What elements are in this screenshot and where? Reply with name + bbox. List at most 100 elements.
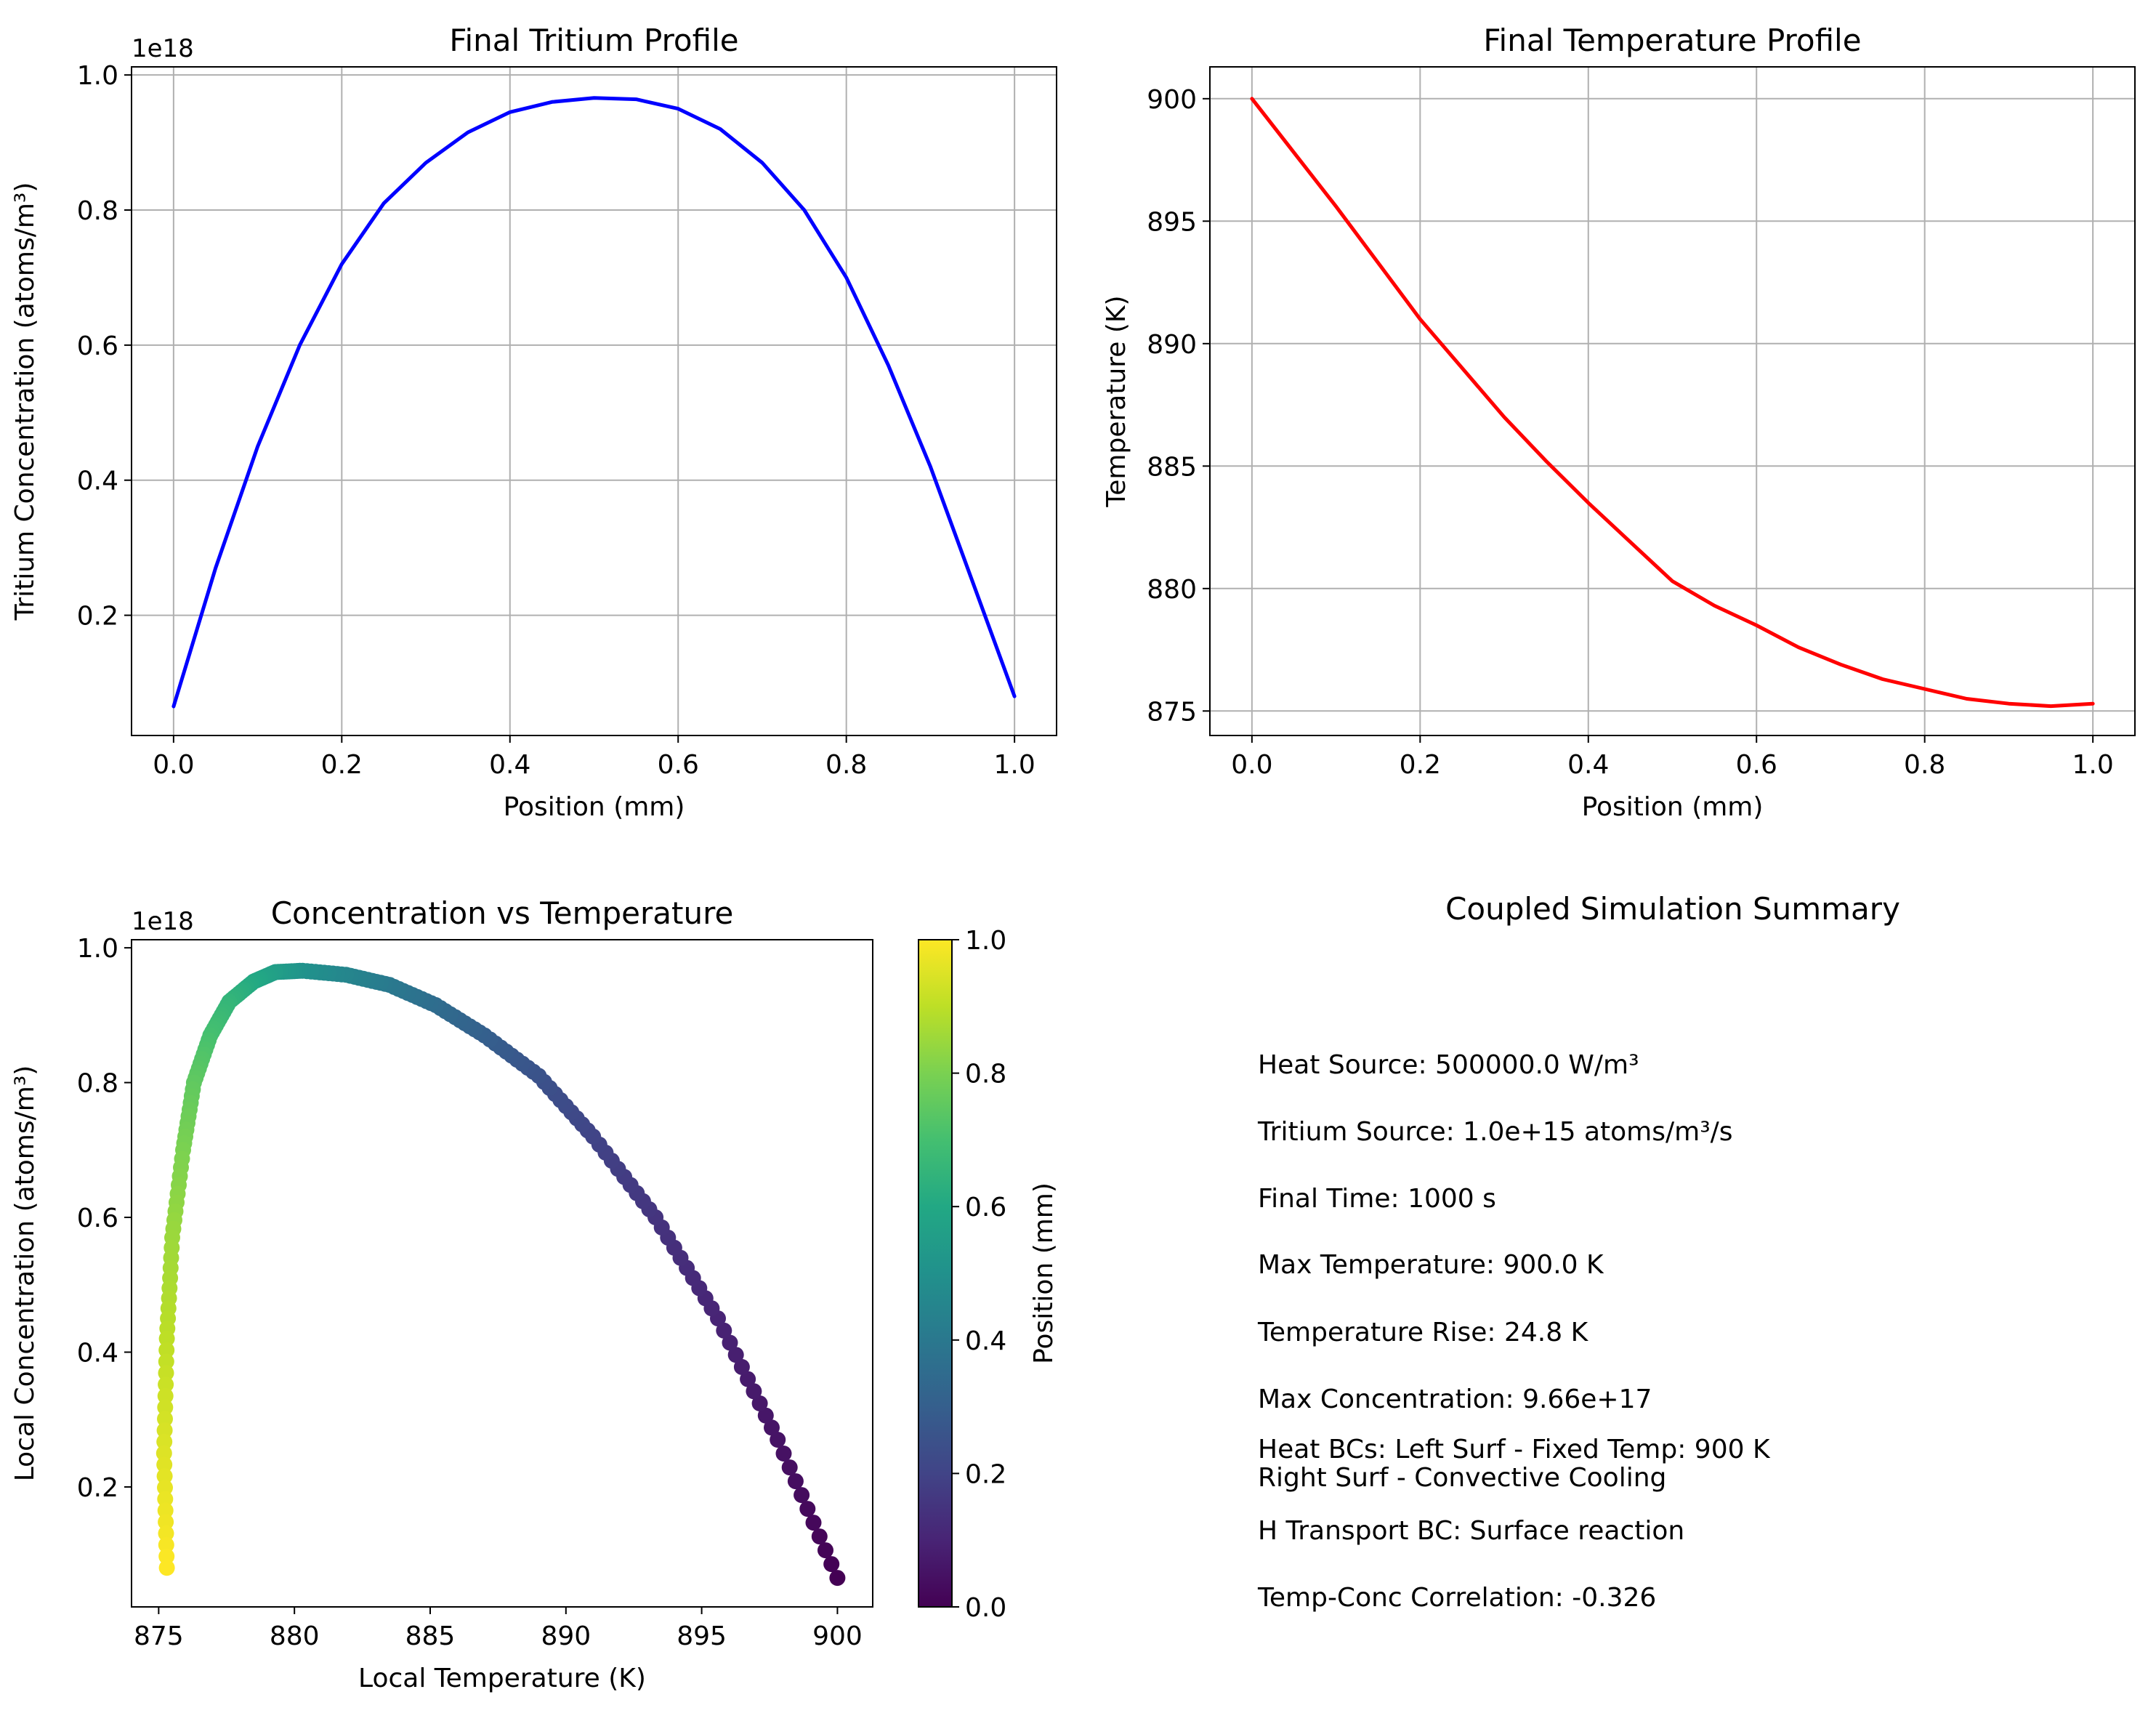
colorbar-tick-label: 0.0 [965,1593,1006,1623]
scatter-point [794,1487,810,1504]
x-tick-label: 0.0 [153,750,194,780]
scatter-point [158,1536,174,1553]
summary-line: Tritium Source: 1.0e+15 atoms/m³/s [1257,1117,1733,1147]
scatter-point [740,1371,756,1387]
y-tick-label: 0.2 [77,1473,118,1503]
x-tick-label: 895 [677,1621,727,1651]
scatter-point [727,1347,744,1363]
x-tick-label: 1.0 [994,750,1035,780]
scatter-point [156,1468,173,1485]
summary-title: Coupled Simulation Summary [1445,891,1900,927]
chart-title: Concentration vs Temperature [271,895,734,931]
panel-temperature-profile: 0.0 0.2 0.4 0.6 0.8 1.0 875 880 885 890 895 900 Fin… [1102,23,2136,822]
scatter-point [158,1365,174,1382]
summary-line: Right Surf - Convective Cooling [1258,1463,1666,1493]
chart-title: Final Temperature Profile [1483,23,1861,58]
scatter-point [823,1556,840,1573]
scatter-point [757,1407,774,1424]
colorbar-ticks: 0.0 0.2 0.4 0.6 0.8 1.0 [952,926,1006,1623]
ticks: 875 880 885 890 895 900 0.2 0.4 0.6 0.8 1.0 [77,934,863,1651]
x-tick-label: 1.0 [2072,750,2114,780]
offset-label: 1e18 [132,34,194,63]
x-tick-label: 885 [405,1621,456,1651]
scatter-point [764,1419,780,1436]
y-tick-label: 880 [1147,575,1197,605]
y-tick-label: 0.2 [77,602,118,632]
x-tick-label: 880 [270,1621,320,1651]
y-axis-label: Temperature (K) [1102,295,1131,507]
summary-line: H Transport BC: Surface reaction [1258,1516,1684,1546]
scatter-point [156,1422,173,1439]
y-tick-label: 1.0 [77,61,118,91]
scatter-point [781,1459,798,1476]
scatter-point [158,1514,174,1531]
x-tick-label: 0.0 [1231,750,1272,780]
colorbar-tick-label: 0.6 [965,1193,1006,1222]
y-tick-label: 0.4 [77,467,118,496]
scatter-point [157,1502,174,1519]
scatter-point [805,1515,822,1531]
scatter-point [770,1432,786,1448]
x-tick-label: 875 [134,1621,184,1651]
summary-line: Heat Source: 500000.0 W/m³ [1258,1050,1639,1080]
scatter-point [157,1399,174,1416]
y-tick-label: 875 [1147,697,1197,727]
scatter-point [751,1395,768,1411]
scatter-point [746,1383,762,1400]
summary-line: Max Concentration: 9.66e+17 [1258,1385,1652,1414]
scatter-point [158,1548,175,1565]
y-tick-label: 0.8 [77,196,118,226]
scatter-points [156,962,846,1587]
x-tick-label: 0.4 [489,750,530,780]
scatter-point [817,1542,833,1559]
grid [132,67,1057,735]
scatter-point [733,1358,750,1375]
scatter-point [156,1445,172,1462]
scatter-point [722,1334,738,1351]
x-axis-label: Local Temperature (K) [358,1664,646,1693]
y-tick-label: 0.6 [77,1204,118,1233]
x-axis-label: Position (mm) [1582,792,1764,822]
offset-label: 1e18 [132,907,194,936]
summary-line: Max Temperature: 900.0 K [1258,1250,1604,1280]
scatter-point [158,1353,174,1370]
ticks: 0.0 0.2 0.4 0.6 0.8 1.0 0.2 0.4 0.6 0.8 1.0 [77,61,1035,780]
colorbar-tick-label: 0.2 [965,1459,1006,1489]
temperature-profile-line [1250,97,2095,709]
panel-summary: Coupled Simulation Summary Heat Source: … [1257,891,1900,1613]
x-tick-label: 0.6 [658,750,699,780]
colorbar: 0.0 0.2 0.4 0.6 0.8 1.0 Position (mm) [918,926,1059,1623]
y-tick-label: 890 [1147,330,1197,360]
scatter-point [799,1501,816,1518]
x-tick-label: 0.2 [321,750,363,780]
x-tick-label: 900 [812,1621,863,1651]
ticks: 0.0 0.2 0.4 0.6 0.8 1.0 875 880 885 890 895 900 [1147,85,2113,780]
panel-concentration-vs-temperature: 875 880 885 890 895 900 0.2 0.4 0.6 0.8 1.0 1e18 C… [10,895,1059,1693]
y-tick-label: 885 [1147,452,1197,482]
summary-line: Temp-Conc Correlation: -0.326 [1257,1583,1656,1613]
colorbar-tick-label: 0.4 [965,1326,1006,1356]
summary-line: Temperature Rise: 24.8 K [1257,1318,1589,1347]
y-tick-label: 0.8 [77,1069,118,1099]
summary-line: Final Time: 1000 s [1258,1184,1496,1214]
y-tick-label: 900 [1147,85,1197,115]
scatter-point [157,1387,174,1404]
y-tick-label: 0.4 [77,1338,118,1368]
scatter-point [157,1411,173,1427]
x-tick-label: 0.4 [1567,750,1609,780]
scatter-point [157,1479,173,1496]
y-axis-label: Local Concentration (atoms/m³) [10,1065,40,1482]
scatter-point [156,1433,173,1450]
scatter-point [158,1560,175,1576]
y-tick-label: 1.0 [77,934,118,964]
x-tick-label: 0.8 [1904,750,1945,780]
scatter-point [716,1322,732,1339]
colorbar-gradient [918,939,953,1608]
grid [1210,67,2135,735]
tritium-profile-line [171,96,1017,709]
y-tick-label: 895 [1147,207,1197,237]
x-tick-label: 0.8 [825,750,867,780]
x-tick-label: 890 [541,1621,591,1651]
plot-frame [131,939,873,1608]
